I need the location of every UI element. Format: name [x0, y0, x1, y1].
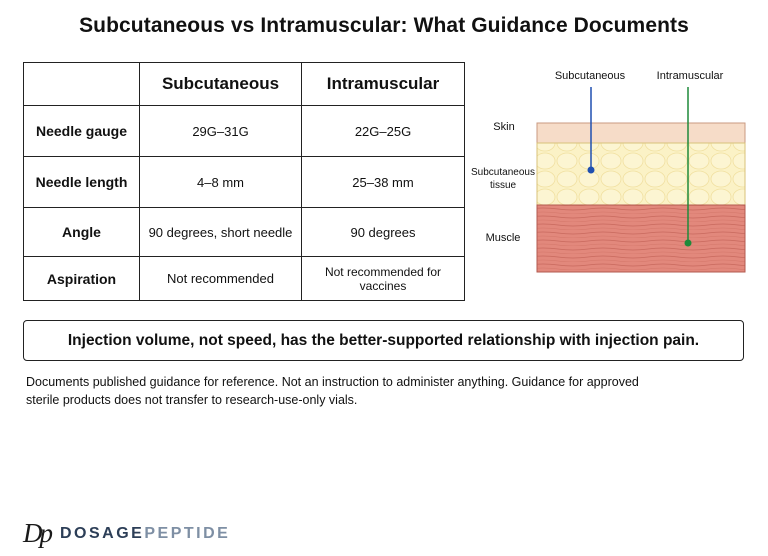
table-row: Needle length 4–8 mm 25–38 mm — [23, 156, 465, 208]
disclaimer-note: Documents published guidance for referen… — [26, 375, 639, 407]
table-header-subcutaneous: Subcutaneous — [139, 62, 302, 106]
cell-subq-aspiration: Not recommended — [139, 256, 302, 301]
muscle-layer — [536, 204, 746, 273]
skin-label: Skin — [493, 121, 514, 133]
cell-im-needle-length: 25–38 mm — [301, 156, 465, 208]
cell-im-angle: 90 degrees — [301, 207, 465, 257]
subcutaneous-needle-label: Subcutaneous — [555, 70, 626, 82]
brand-logo: Dp DOSAGE PEPTIDE — [23, 520, 230, 547]
tissue-layer-diagram: Subcutaneous Intramuscular Skin Subcutan… — [471, 70, 746, 273]
subcutaneous-layer — [536, 142, 746, 206]
row-label-needle-length: Needle length — [23, 156, 140, 208]
table-header-intramuscular: Intramuscular — [301, 62, 465, 106]
subcutaneous-tissue-label-line1: Subcutaneous — [471, 167, 535, 178]
table-row: Needle gauge 29G–31G 22G–25G — [23, 105, 465, 157]
table-header-row: Subcutaneous Intramuscular — [23, 62, 465, 106]
muscle-label: Muscle — [486, 232, 521, 244]
row-label-aspiration: Aspiration — [23, 256, 140, 301]
table-row: Aspiration Not recommended Not recommend… — [23, 256, 465, 301]
intramuscular-needle-tip — [684, 239, 692, 247]
cell-im-needle-gauge: 22G–25G — [301, 105, 465, 157]
skin-layer — [536, 122, 746, 144]
key-finding-callout: Injection volume, not speed, has the bet… — [23, 320, 744, 361]
brand-word-peptide: PEPTIDE — [144, 524, 231, 542]
cell-subq-needle-length: 4–8 mm — [139, 156, 302, 208]
brand-mark: Dp — [23, 518, 53, 548]
comparison-table: Subcutaneous Intramuscular Needle gauge … — [23, 62, 465, 301]
brand-word-dosage: DOSAGE — [60, 524, 145, 542]
row-label-angle: Angle — [23, 207, 140, 257]
cell-subq-angle: 90 degrees, short needle — [139, 207, 302, 257]
row-label-needle-gauge: Needle gauge — [23, 105, 140, 157]
cell-im-aspiration: Not recommended for vaccines — [301, 256, 465, 301]
intramuscular-needle-label: Intramuscular — [657, 70, 724, 82]
subcutaneous-needle-tip — [587, 166, 595, 174]
page-title: Subcutaneous vs Intramuscular: What Guid… — [79, 14, 689, 37]
table-header-empty — [23, 62, 140, 106]
subcutaneous-tissue-label-line2: tissue — [490, 180, 517, 191]
table-row: Angle 90 degrees, short needle 90 degree… — [23, 207, 465, 257]
cell-subq-needle-gauge: 29G–31G — [139, 105, 302, 157]
